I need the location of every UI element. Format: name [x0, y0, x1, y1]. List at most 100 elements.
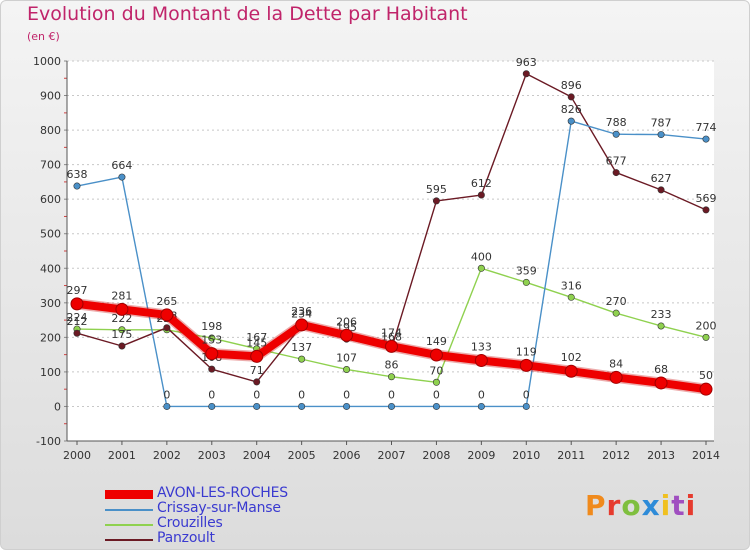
y-tick-label: 400	[40, 262, 61, 275]
legend-swatch-avon	[105, 490, 153, 499]
data-point-panzoult	[73, 329, 81, 337]
logo-letter: x	[641, 489, 661, 522]
x-tick-label: 2011	[557, 449, 585, 462]
x-tick-label: 2000	[63, 449, 91, 462]
data-point-crissay-sur-manse	[253, 402, 261, 410]
data-point-crouzilles	[118, 326, 126, 334]
legend-swatch-panzoult	[105, 539, 153, 541]
data-point-crouzilles	[477, 264, 485, 272]
data-label-crissay-sur-manse: 664	[111, 159, 132, 172]
x-tick-label: 2004	[243, 449, 271, 462]
data-point-crissay-sur-manse	[702, 135, 710, 143]
data-label-avon-les-roches: 119	[516, 345, 537, 358]
logo-letter: i	[685, 489, 697, 522]
y-tick-label: 800	[40, 124, 61, 137]
data-label-crouzilles: 233	[651, 308, 672, 321]
data-label-panzoult: 595	[426, 183, 447, 196]
data-label-crissay-sur-manse: 0	[433, 388, 440, 401]
legend-label-avon: AVON-LES-ROCHES	[157, 485, 288, 501]
data-label-panzoult: 963	[516, 56, 537, 69]
logo-letter: o	[621, 489, 642, 522]
data-label-avon-les-roches: 102	[561, 351, 582, 364]
data-label-crouzilles: 200	[696, 319, 717, 332]
data-point-crouzilles	[343, 365, 351, 373]
data-label-crouzilles: 224	[67, 311, 88, 324]
logo-letter: P	[585, 489, 607, 522]
data-label-avon-les-roches: 236	[291, 305, 312, 318]
data-label-avon-les-roches: 206	[336, 315, 357, 328]
data-point-crouzilles	[208, 334, 216, 342]
data-point-panzoult	[567, 93, 575, 101]
data-point-avon-les-roches	[519, 358, 533, 372]
data-point-panzoult	[118, 342, 126, 350]
data-label-crouzilles: 86	[385, 359, 399, 372]
data-label-crouzilles: 70	[429, 364, 443, 377]
data-point-crissay-sur-manse	[387, 402, 395, 410]
x-tick-label: 2007	[378, 449, 406, 462]
data-label-avon-les-roches: 174	[381, 326, 402, 339]
data-point-crouzilles	[702, 333, 710, 341]
data-point-crouzilles	[432, 378, 440, 386]
data-point-avon-les-roches	[295, 318, 309, 332]
data-label-crissay-sur-manse: 0	[343, 388, 350, 401]
data-label-avon-les-roches: 68	[654, 363, 668, 376]
logo-letter: t	[671, 489, 686, 522]
data-label-crissay-sur-manse: 0	[298, 388, 305, 401]
legend-label-panzoult: Panzoult	[157, 530, 215, 546]
y-tick-label: -100	[36, 435, 61, 448]
data-label-crouzilles: 107	[336, 351, 357, 364]
data-point-panzoult	[702, 206, 710, 214]
data-label-panzoult: 896	[561, 79, 582, 92]
data-point-panzoult	[522, 70, 530, 78]
data-label-crissay-sur-manse: 0	[388, 388, 395, 401]
x-tick-label: 2008	[422, 449, 450, 462]
data-point-avon-les-roches	[609, 370, 623, 384]
x-tick-label: 2006	[333, 449, 361, 462]
data-point-panzoult	[253, 378, 261, 386]
data-point-panzoult	[477, 191, 485, 199]
y-tick-label: 500	[40, 228, 61, 241]
data-point-crissay-sur-manse	[73, 182, 81, 190]
data-point-avon-les-roches	[385, 339, 398, 353]
data-point-crissay-sur-manse	[432, 402, 440, 410]
data-point-crissay-sur-manse	[163, 402, 171, 410]
data-point-crouzilles	[657, 322, 665, 330]
data-point-crouzilles	[567, 293, 575, 301]
data-point-crissay-sur-manse	[298, 402, 306, 410]
data-point-avon-les-roches	[429, 348, 443, 362]
data-label-panzoult: 71	[250, 364, 264, 377]
data-label-crissay-sur-manse: 774	[696, 121, 717, 134]
data-label-crissay-sur-manse: 638	[67, 168, 88, 181]
data-label-panzoult: 212	[67, 315, 88, 328]
data-label-crissay-sur-manse: 0	[478, 388, 485, 401]
data-label-crouzilles: 270	[606, 295, 627, 308]
data-point-crissay-sur-manse	[477, 402, 485, 410]
data-label-crissay-sur-manse: 0	[523, 388, 530, 401]
data-label-avon-les-roches: 50	[699, 369, 713, 382]
data-label-avon-les-roches: 281	[111, 289, 132, 302]
data-label-panzoult: 168	[381, 330, 402, 343]
data-point-crouzilles	[522, 278, 530, 286]
data-label-crouzilles: 400	[471, 250, 492, 263]
data-point-panzoult	[163, 324, 171, 332]
logo-letter: r	[606, 489, 622, 522]
x-tick-label: 2003	[198, 449, 226, 462]
data-label-panzoult: 627	[651, 172, 672, 185]
data-point-crouzilles	[387, 373, 395, 381]
data-label-avon-les-roches: 133	[471, 341, 492, 354]
data-label-panzoult: 234	[291, 308, 312, 321]
data-point-panzoult	[657, 186, 665, 194]
data-point-crissay-sur-manse	[612, 130, 620, 138]
y-tick-label: 1000	[33, 55, 61, 68]
data-point-avon-les-roches	[654, 376, 668, 390]
logo-letter: i	[660, 489, 672, 522]
data-label-avon-les-roches: 265	[156, 295, 177, 308]
data-point-avon-les-roches	[250, 349, 264, 363]
data-label-crissay-sur-manse: 788	[606, 116, 627, 129]
data-label-panzoult: 612	[471, 177, 492, 190]
data-label-crouzilles: 167	[246, 331, 267, 344]
data-label-crissay-sur-manse: 0	[253, 388, 260, 401]
data-label-crissay-sur-manse: 0	[163, 388, 170, 401]
